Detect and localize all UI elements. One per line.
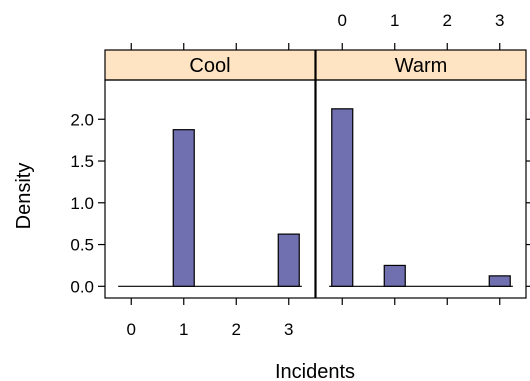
panel-frame-warm (315, 79, 527, 299)
strip-label-cool: Cool (189, 55, 230, 77)
x-tick-label-warm: 1 (390, 11, 399, 30)
bar-warm-3 (488, 275, 511, 287)
x-axis-label: Incidents (275, 361, 355, 381)
panel-frame-cool (104, 79, 316, 299)
y-tick-label: 1.0 (70, 194, 94, 213)
bar-warm-1 (383, 264, 406, 287)
y-tick-label: 2.0 (70, 110, 94, 129)
bar-warm-0 (331, 108, 354, 287)
x-tick-label-cool: 0 (127, 320, 136, 339)
panels-layer: Cool Warm (104, 49, 527, 299)
y-axis-label: Density (13, 163, 35, 230)
x-tick-label-cool: 2 (232, 320, 241, 339)
bar-cool-3 (277, 233, 300, 287)
y-tick-label: 0.5 (70, 236, 94, 255)
x-tick-label-cool: 1 (179, 320, 188, 339)
x-tick-label-warm: 3 (495, 11, 504, 30)
y-tick-label: 0.0 (70, 277, 94, 296)
strip-label-warm: Warm (395, 55, 448, 77)
x-tick-label-cool: 3 (284, 320, 293, 339)
strip-warm (315, 49, 527, 81)
axes-layer: 0.0 0.5 1.0 1.5 2.0 0 0 1 1 2 2 3 3 (70, 11, 530, 339)
strip-cool (104, 49, 316, 81)
x-tick-label-warm: 2 (443, 11, 452, 30)
bar-cool-1 (172, 129, 195, 287)
x-tick-label-warm: 0 (338, 11, 347, 30)
y-tick-label: 1.5 (70, 152, 94, 171)
